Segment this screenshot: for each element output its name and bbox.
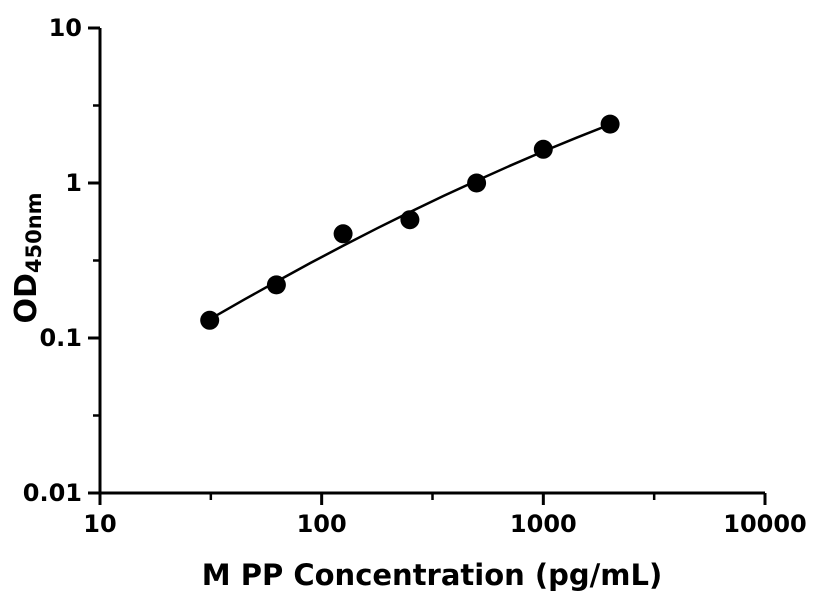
y-axis-title-sub: 450nm xyxy=(22,192,46,273)
data-point xyxy=(467,173,487,193)
axis-lines xyxy=(98,28,765,495)
ticks-group xyxy=(88,26,767,505)
data-point xyxy=(200,310,220,330)
x-tick-label: 1000 xyxy=(510,510,577,538)
y-tick-label: 1 xyxy=(65,169,82,197)
y-tick-label: 0.1 xyxy=(39,324,82,352)
data-point xyxy=(333,224,353,244)
x-tick-label: 10000 xyxy=(723,510,807,538)
data-point xyxy=(400,210,420,230)
x-axis-title: M PP Concentration (pg/mL) xyxy=(202,558,662,592)
axes-group xyxy=(98,28,765,495)
data-point xyxy=(533,139,553,159)
x-tick-label: 10 xyxy=(83,510,116,538)
y-axis-title: OD450nm xyxy=(9,192,46,323)
x-tick-label: 100 xyxy=(297,510,347,538)
tick-labels-group: 10 100 1000 10000 10 1 0.1 0.01 xyxy=(23,14,807,538)
data-point xyxy=(266,275,286,295)
y-axis-title-main: OD xyxy=(9,273,44,323)
data-point xyxy=(600,114,620,134)
y-tick-label: 10 xyxy=(49,14,82,42)
points-group xyxy=(200,114,620,330)
y-tick-label: 0.01 xyxy=(23,479,82,507)
